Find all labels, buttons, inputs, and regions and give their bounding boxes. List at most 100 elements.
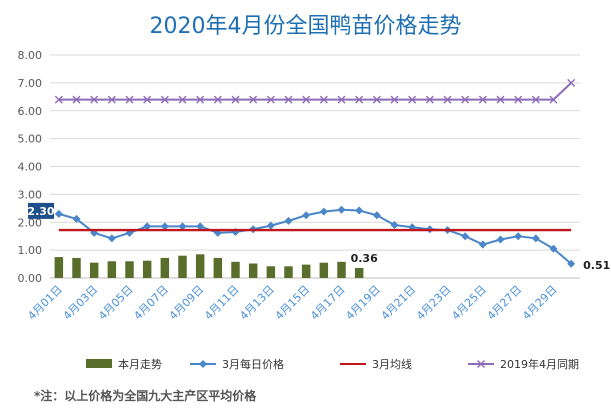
bar bbox=[125, 261, 134, 278]
point-marker bbox=[567, 78, 576, 87]
bar bbox=[319, 262, 329, 278]
point-marker bbox=[478, 95, 487, 104]
point-marker bbox=[143, 222, 152, 231]
data-annotations: 2.30 0.36 0.51 bbox=[27, 202, 610, 272]
point-marker bbox=[549, 244, 558, 253]
x-tick-label: 4月07日 bbox=[131, 283, 171, 323]
value-label: 0.51 bbox=[583, 259, 610, 272]
point-marker bbox=[408, 95, 417, 104]
x-tick-label: 4月01日 bbox=[25, 283, 65, 323]
point-marker bbox=[549, 95, 558, 104]
x-tick-label: 4月27日 bbox=[485, 283, 525, 323]
point-marker bbox=[72, 214, 81, 223]
point-marker bbox=[443, 95, 452, 104]
point-marker bbox=[514, 95, 523, 104]
point-marker bbox=[514, 232, 523, 241]
point-marker bbox=[284, 216, 293, 225]
point-marker bbox=[284, 95, 293, 104]
bar bbox=[301, 264, 311, 278]
point-marker bbox=[496, 235, 505, 244]
bar bbox=[354, 267, 364, 278]
point-marker bbox=[160, 222, 169, 231]
point-marker bbox=[461, 95, 470, 104]
chart-title: 2020年4月份全国鸭苗价格走势 bbox=[149, 14, 462, 39]
point-marker bbox=[390, 221, 399, 230]
bar bbox=[54, 257, 64, 278]
point-marker bbox=[107, 95, 116, 104]
y-tick-label: 8.00 bbox=[18, 49, 43, 62]
y-tick-label: 3.00 bbox=[18, 188, 43, 201]
point-marker bbox=[496, 95, 505, 104]
legend-label: 3月每日价格 bbox=[222, 357, 284, 371]
x-tick-label: 4月13日 bbox=[237, 283, 277, 323]
point-marker bbox=[390, 95, 399, 104]
legend-swatch bbox=[86, 359, 112, 368]
y-tick-label: 6.00 bbox=[18, 105, 43, 118]
x-tick-label: 4月19日 bbox=[343, 283, 383, 323]
point-marker bbox=[54, 209, 63, 218]
point-marker bbox=[531, 95, 540, 104]
x-tick-label: 4月03日 bbox=[61, 283, 101, 323]
series-line bbox=[58, 208, 572, 265]
point-marker bbox=[143, 95, 152, 104]
y-tick-label: 4.00 bbox=[18, 161, 43, 174]
point-marker bbox=[266, 95, 275, 104]
value-label: 2.30 bbox=[27, 205, 54, 218]
point-marker bbox=[319, 95, 328, 104]
point-marker bbox=[302, 211, 311, 220]
point-marker bbox=[355, 95, 364, 104]
value-callout bbox=[28, 202, 54, 219]
point-marker bbox=[478, 240, 487, 249]
x-axis-ticks: 4月01日4月03日4月05日4月07日4月09日4月11日4月13日4月15日… bbox=[25, 283, 559, 323]
grid-lines bbox=[50, 54, 580, 279]
x-tick-label: 4月17日 bbox=[308, 283, 348, 323]
value-label: 0.36 bbox=[351, 252, 378, 265]
bar bbox=[195, 254, 205, 278]
x-tick-label: 4月21日 bbox=[379, 283, 419, 323]
x-tick-label: 4月29日 bbox=[520, 283, 560, 323]
footnote: *注：以上价格为全国九大主产区平均价格 bbox=[34, 389, 257, 403]
y-axis-ticks: 0.00 1.00 2.00 3.00 4.00 5.00 6.00 7.00 8.00 bbox=[18, 49, 43, 285]
x-tick-label: 4月25日 bbox=[449, 283, 489, 323]
legend-label: 2019年4月同期 bbox=[500, 357, 579, 371]
point-marker bbox=[72, 95, 81, 104]
bar bbox=[107, 261, 117, 278]
bar bbox=[178, 255, 187, 278]
bar bbox=[231, 261, 240, 278]
x-tick-label: 4月15日 bbox=[273, 283, 313, 323]
x-tick-label: 4月23日 bbox=[414, 283, 454, 323]
point-marker bbox=[231, 95, 240, 104]
point-marker bbox=[178, 95, 187, 104]
point-marker bbox=[355, 206, 364, 215]
point-marker bbox=[196, 222, 205, 231]
point-marker bbox=[319, 207, 328, 216]
point-marker bbox=[337, 205, 346, 214]
bar bbox=[337, 261, 346, 278]
point-marker bbox=[213, 95, 222, 104]
legend-label: 本月走势 bbox=[118, 357, 162, 371]
point-marker bbox=[425, 95, 434, 104]
legend-marker bbox=[477, 360, 485, 368]
point-marker bbox=[90, 95, 99, 104]
point-marker bbox=[372, 95, 381, 104]
series-line bbox=[58, 82, 572, 101]
point-marker bbox=[107, 234, 116, 243]
bar bbox=[284, 266, 293, 278]
point-marker bbox=[54, 95, 63, 104]
bar bbox=[72, 257, 81, 278]
point-marker bbox=[249, 95, 258, 104]
legend-marker bbox=[199, 360, 207, 368]
bar bbox=[266, 266, 276, 278]
point-marker bbox=[125, 95, 134, 104]
y-tick-label: 7.00 bbox=[18, 77, 43, 90]
point-marker bbox=[302, 95, 311, 104]
y-tick-label: 2.00 bbox=[18, 216, 43, 229]
point-marker bbox=[337, 95, 346, 104]
legend-label: 3月均线 bbox=[372, 357, 412, 371]
legend: 本月走势 3月每日价格 3月均线 2019年4月同期 bbox=[86, 357, 579, 371]
bar bbox=[248, 263, 258, 278]
point-marker bbox=[531, 234, 540, 243]
y-tick-label: 0.00 bbox=[18, 272, 43, 285]
bar-series bbox=[54, 254, 364, 278]
x-tick-label: 4月11日 bbox=[202, 283, 242, 323]
